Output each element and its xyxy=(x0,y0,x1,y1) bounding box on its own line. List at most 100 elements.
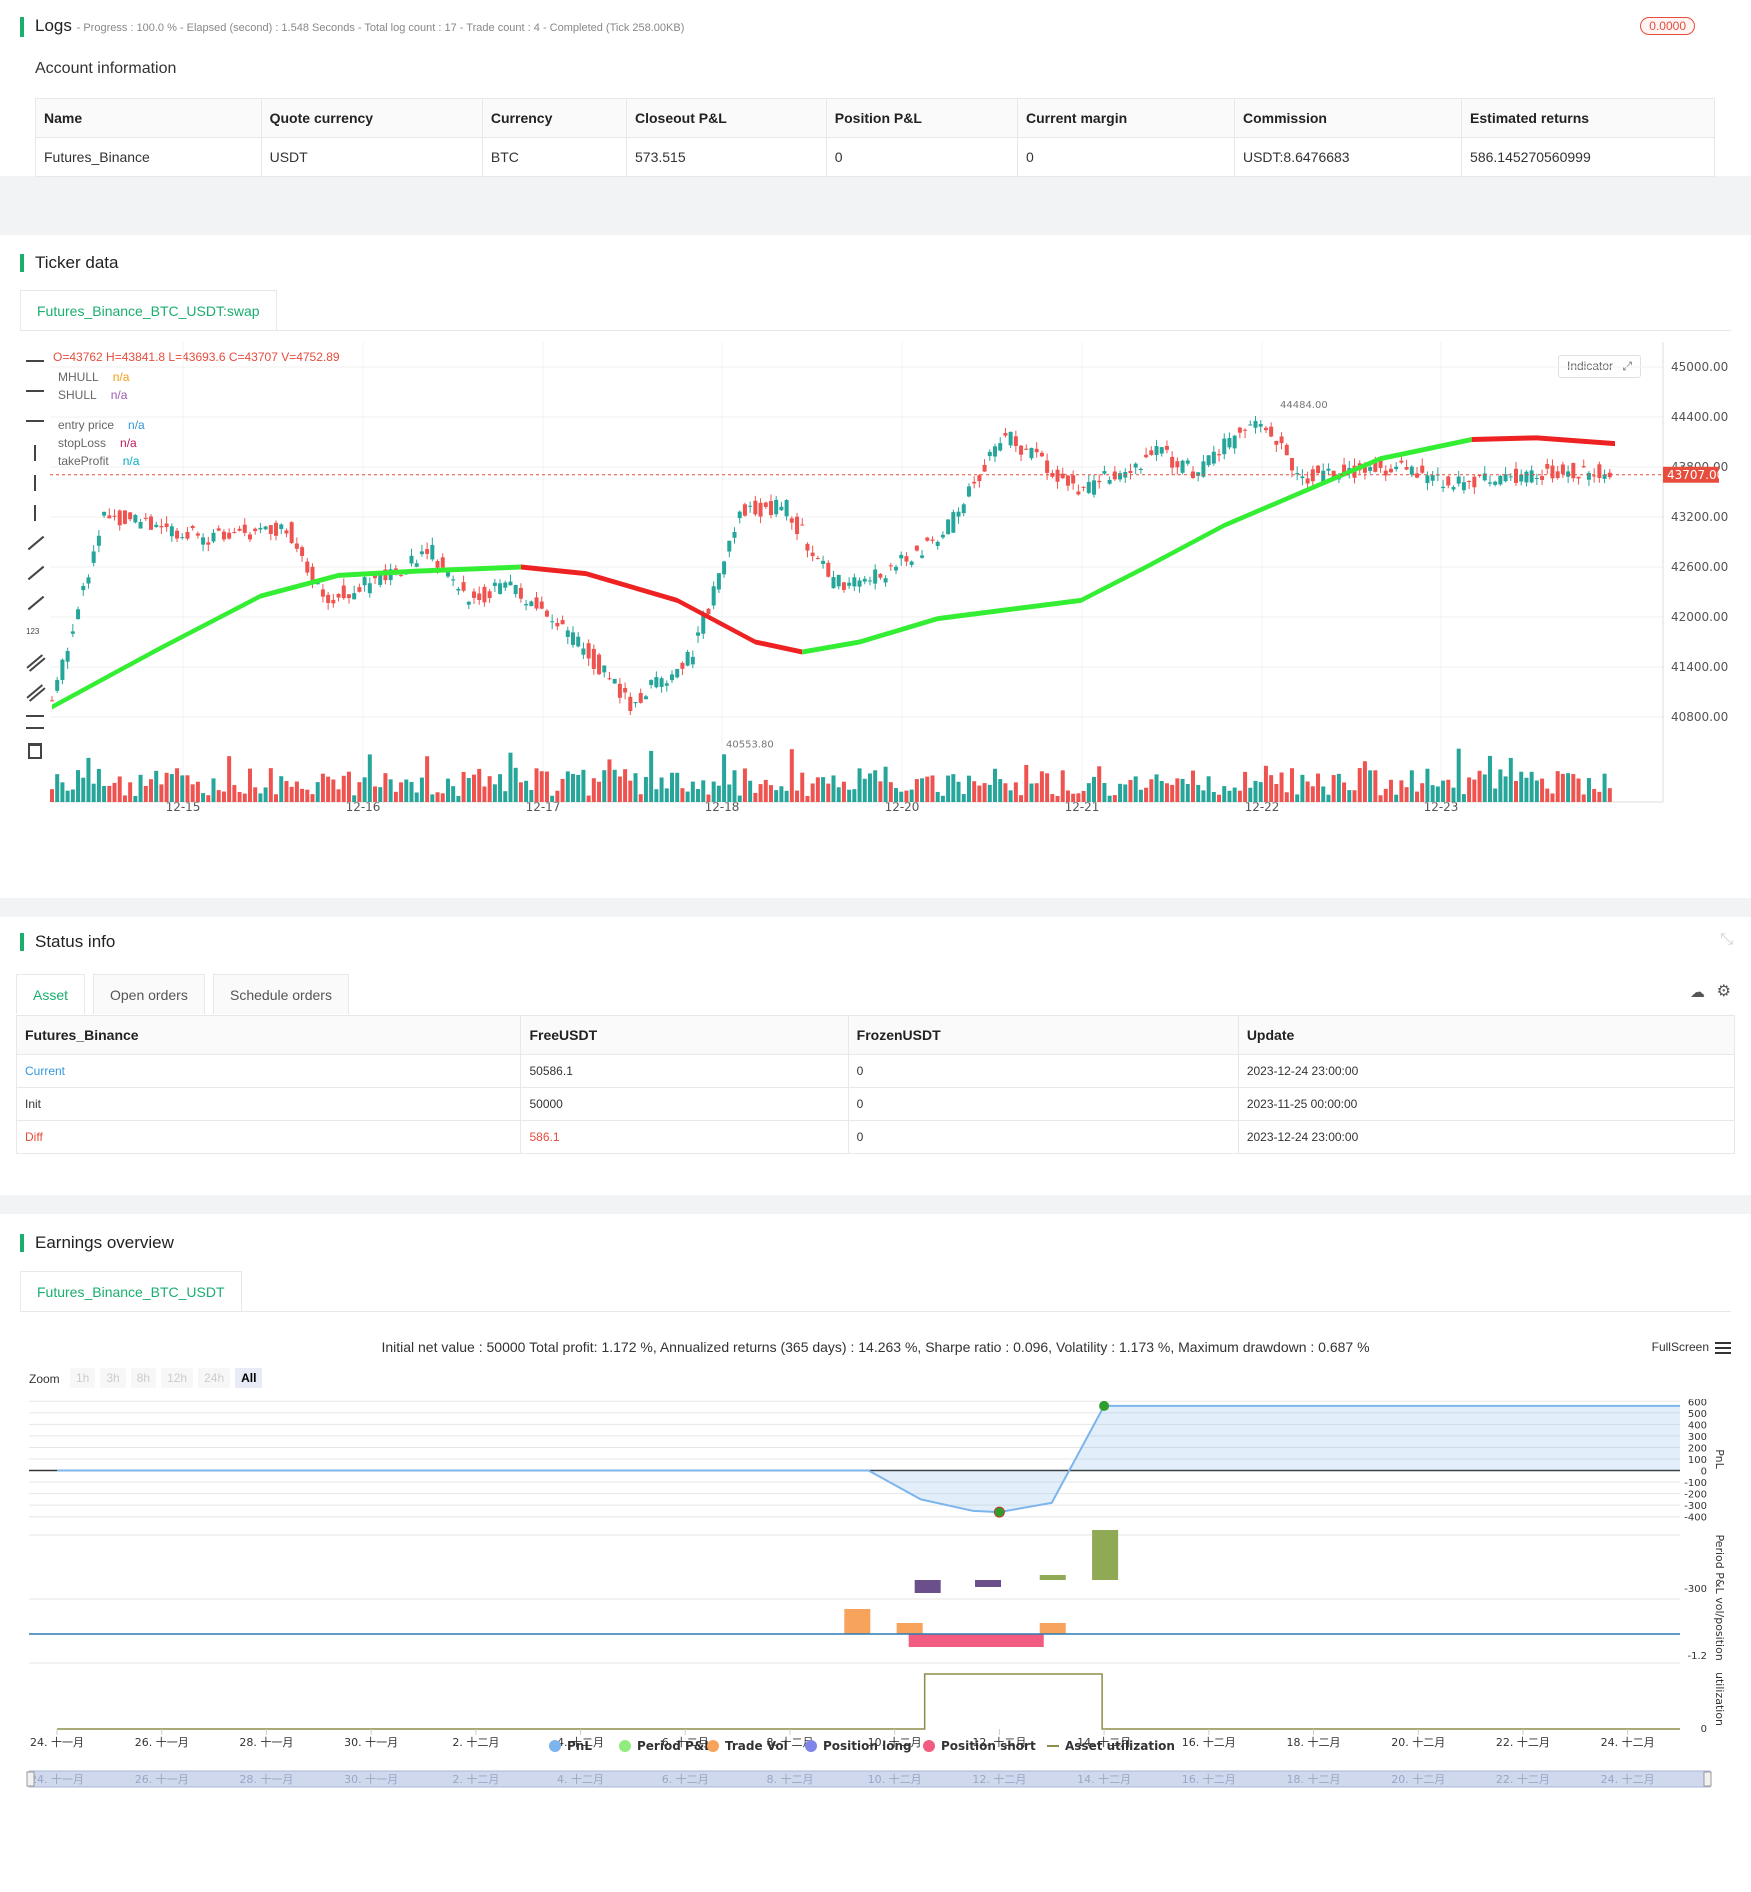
volume-bar xyxy=(1253,780,1258,802)
candle-body xyxy=(680,662,685,669)
volume-bar xyxy=(607,759,612,802)
volume-bar xyxy=(112,782,117,802)
tab-earnings-symbol[interactable]: Futures_Binance_BTC_USDT xyxy=(20,1271,242,1311)
account-cell: Futures_Binance xyxy=(35,137,262,177)
vertical-line-icon[interactable] xyxy=(34,445,36,461)
candle-body xyxy=(539,601,544,609)
candle-body xyxy=(972,481,977,484)
legend-item[interactable]: Period P&L xyxy=(619,1739,712,1753)
candle-body xyxy=(487,591,492,599)
zoom-button-3h[interactable]: 3h xyxy=(100,1368,126,1388)
fib-retracement-icon[interactable] xyxy=(26,715,44,729)
candle-body xyxy=(1592,475,1597,477)
pnl-tick-label: -200 xyxy=(1684,1490,1707,1501)
candle-body xyxy=(1586,472,1591,480)
volume-bar xyxy=(805,795,810,802)
x-tick-label: 30. 十一月 xyxy=(344,1735,398,1749)
zoom-button-12h[interactable]: 12h xyxy=(161,1368,194,1388)
collapse-icon[interactable]: ⤡ xyxy=(1720,931,1733,948)
volume-bar xyxy=(1128,779,1133,802)
volume-bar xyxy=(1508,757,1513,802)
asset-cell: Current xyxy=(15,1054,522,1088)
candle-body xyxy=(826,562,831,577)
tab-asset[interactable]: Asset xyxy=(16,974,86,1014)
navigator[interactable]: 24. 十一月 26. 十一月 28. 十一月 30. 十一月 2. 十二月 4. 十二月… xyxy=(26,1770,1712,1788)
volume-bar xyxy=(133,795,138,802)
account-cell: 586.145270560999 xyxy=(1461,137,1715,177)
util-tick-label: 0 xyxy=(1701,1724,1707,1735)
asset-cell: 0 xyxy=(847,1120,1239,1154)
horizontal-segment-icon[interactable] xyxy=(26,420,44,422)
candle-body xyxy=(1566,471,1571,477)
zoom-button-1h[interactable]: 1h xyxy=(70,1368,96,1388)
volume-bar xyxy=(1258,782,1263,802)
volume-bar xyxy=(914,779,919,802)
menu-icon[interactable] xyxy=(1715,1342,1731,1354)
legend-item[interactable]: Trade Vol xyxy=(707,1739,788,1753)
volume-bar xyxy=(847,789,852,802)
volume-bar xyxy=(1112,795,1117,802)
expand-icon[interactable]: ⤢ xyxy=(1622,359,1632,373)
x-tick-label: 28. 十一月 xyxy=(239,1735,293,1749)
volume-bar xyxy=(748,780,753,802)
horizontal-ray-icon[interactable] xyxy=(26,390,44,392)
navigator-handle-left[interactable] xyxy=(26,1771,35,1787)
candle-body xyxy=(1316,465,1321,474)
tab-schedule-orders[interactable]: Schedule orders xyxy=(213,974,349,1014)
legend-item[interactable]: Asset utilization xyxy=(1047,1739,1175,1753)
candle-body xyxy=(65,651,70,662)
settings-icon[interactable]: ⚙ xyxy=(1716,983,1731,1000)
volume-bar xyxy=(143,785,148,802)
volume-bar xyxy=(1352,790,1357,802)
candle-body xyxy=(503,582,508,588)
upload-icon[interactable]: ☁ xyxy=(1690,984,1705,1001)
tab-ticker-symbol[interactable]: Futures_Binance_BTC_USDT:swap xyxy=(20,290,277,330)
x-tick-label: 12-23 xyxy=(1424,800,1459,814)
zoom-button-24h[interactable]: 24h xyxy=(198,1368,231,1388)
zoom-button-All[interactable]: All xyxy=(235,1368,263,1388)
volume-bar xyxy=(1284,792,1289,802)
x-tick-label: 24. 十二月 xyxy=(1601,1735,1655,1749)
legend-item[interactable]: PnL xyxy=(549,1739,592,1753)
horizontal-line-icon[interactable] xyxy=(26,360,44,362)
volume-bar xyxy=(169,774,174,802)
hull-band-down xyxy=(520,564,803,655)
volume-bar xyxy=(1055,795,1060,802)
zoom-button-8h[interactable]: 8h xyxy=(130,1368,157,1388)
candle-body xyxy=(1388,468,1393,473)
candle-body xyxy=(1446,476,1451,486)
candle-body xyxy=(81,585,86,591)
volume-bar xyxy=(862,778,867,802)
candle-body xyxy=(1289,458,1294,471)
candle-body xyxy=(1331,470,1336,479)
account-cell: 0 xyxy=(825,137,1019,177)
vertical-ray-icon[interactable] xyxy=(34,475,36,491)
volume-bar xyxy=(977,785,982,802)
volume-bar xyxy=(383,773,388,802)
trash-icon[interactable] xyxy=(28,743,42,759)
legend-value: n/a xyxy=(110,388,128,402)
volume-bar xyxy=(1211,791,1216,802)
candle-body xyxy=(1060,473,1065,479)
high-label: 44484.00 xyxy=(1280,400,1328,411)
candle-body xyxy=(998,443,1003,451)
candle-body xyxy=(836,574,841,587)
legend-item[interactable]: Position long xyxy=(805,1739,912,1753)
candle-body xyxy=(1175,461,1180,468)
candle-body xyxy=(1243,429,1248,431)
price-label-icon[interactable]: 123 xyxy=(26,627,40,636)
volume-bar xyxy=(315,782,320,802)
legend-item[interactable]: Position short xyxy=(923,1739,1036,1753)
navigator-handle-right[interactable] xyxy=(1703,1771,1712,1787)
volume-bar xyxy=(768,785,773,802)
tab-open-orders[interactable]: Open orders xyxy=(93,974,205,1014)
volume-bar xyxy=(1159,780,1164,802)
candle-body xyxy=(899,554,904,559)
candle-body xyxy=(274,522,279,536)
candle-body xyxy=(529,601,534,607)
fullscreen-button[interactable]: FullScreen xyxy=(1652,1340,1709,1354)
vertical-segment-icon[interactable] xyxy=(34,505,36,521)
earnings-chart[interactable]: 6005004003002001000-100-200-300-400-300-… xyxy=(0,1399,1751,1869)
candlestick-chart[interactable]: 45000.0044400.0043800.0043200.0042600.00… xyxy=(0,342,1751,862)
volume-bar xyxy=(154,770,159,802)
